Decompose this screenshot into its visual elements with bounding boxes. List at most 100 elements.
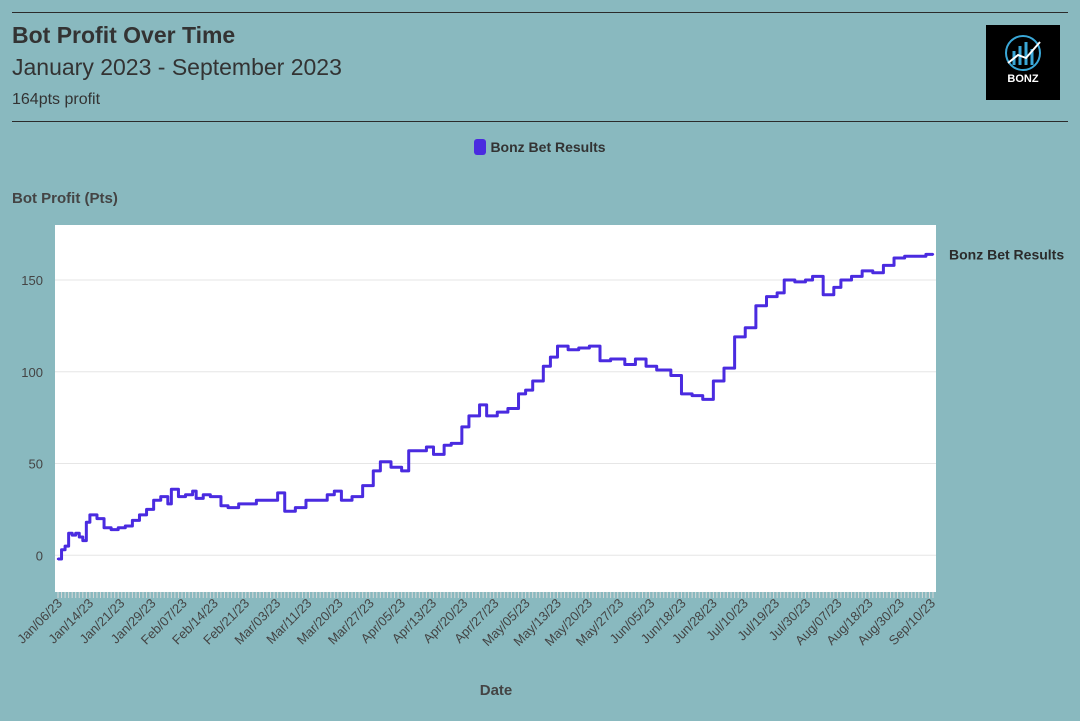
data-point [67, 532, 70, 535]
data-point [109, 528, 113, 531]
data-point [152, 499, 155, 502]
legend-swatch [474, 139, 487, 155]
data-point [733, 335, 736, 339]
data-point [191, 489, 194, 493]
data-point [669, 374, 673, 377]
data-point [209, 495, 212, 498]
data-point [765, 295, 768, 298]
data-point [276, 491, 279, 495]
data-point [95, 517, 99, 520]
data-point [821, 293, 825, 296]
data-point [237, 502, 240, 506]
data-point [634, 357, 637, 361]
data-point [506, 407, 510, 410]
chart-subtitle: January 2023 - September 2023 [12, 54, 342, 80]
data-point [524, 388, 527, 392]
data-point [74, 532, 77, 535]
data-point [442, 444, 446, 447]
data-point [496, 410, 499, 414]
data-point [219, 504, 223, 507]
data-point [860, 269, 864, 273]
bonz-logo-icon: BONZ [1005, 35, 1041, 85]
data-point [690, 394, 694, 397]
data-point [372, 469, 375, 473]
data-point [598, 359, 602, 362]
data-point [361, 484, 364, 487]
data-point [811, 275, 814, 278]
data-point [542, 365, 545, 368]
data-point [871, 271, 874, 274]
data-point [531, 379, 534, 383]
data-point [775, 291, 779, 295]
data-point [294, 506, 297, 509]
data-point [226, 506, 230, 509]
bonz-logo: BONZ [986, 25, 1060, 100]
data-point [117, 526, 120, 529]
data-point [609, 357, 612, 361]
data-point [63, 544, 67, 548]
data-point [556, 344, 559, 348]
data-point [88, 513, 92, 517]
data-point [81, 539, 84, 542]
data-point [744, 326, 747, 329]
data-point [159, 495, 162, 498]
data-point [102, 526, 106, 529]
data-point [655, 368, 658, 372]
data-point [892, 256, 896, 260]
legend: Bonz Bet Results [0, 139, 1080, 155]
series-end-label: Bonz Bet Results [949, 246, 1064, 262]
data-point [450, 442, 453, 445]
header-bottom-rule [12, 121, 1068, 122]
data-point [283, 510, 286, 513]
data-point [460, 425, 464, 429]
x-axis-title: Date [480, 682, 513, 699]
data-point [78, 535, 81, 539]
y-axis-title: Bot Profit (Pts) [12, 190, 118, 207]
data-point [804, 278, 807, 282]
plot-area [55, 225, 936, 592]
data-point [623, 363, 627, 366]
data-point [783, 278, 786, 282]
data-point [425, 445, 428, 449]
data-point [850, 275, 853, 278]
data-point [184, 493, 187, 496]
chart-title: Bot Profit Over Time [12, 22, 236, 48]
data-point [722, 366, 726, 370]
data-point [255, 499, 258, 502]
data-point [304, 499, 308, 502]
data-point [166, 502, 170, 506]
data-point [202, 493, 205, 496]
data-point [315, 499, 318, 502]
data-point [517, 392, 520, 396]
data-point [407, 449, 410, 452]
data-point [170, 488, 173, 491]
data-point [414, 449, 417, 452]
y-tick-label: 150 [21, 273, 43, 288]
data-point [60, 548, 63, 551]
data-point [70, 533, 74, 537]
data-point [379, 460, 382, 463]
data-point [793, 280, 797, 284]
y-tick-label: 100 [21, 365, 43, 380]
legend-label: Bonz Bet Results [490, 139, 606, 155]
data-point [712, 379, 715, 383]
data-point [333, 489, 336, 493]
data-point [432, 453, 435, 456]
data-point [350, 495, 354, 498]
data-point [56, 557, 60, 561]
data-point [145, 508, 148, 511]
logo-text: BONZ [1007, 73, 1038, 85]
y-tick-label: 50 [29, 457, 43, 472]
data-point [478, 403, 481, 407]
data-point [549, 355, 552, 359]
data-point [389, 466, 393, 469]
data-point [138, 513, 141, 517]
data-point [177, 495, 180, 498]
profit-note: 164pts profit [12, 91, 101, 108]
data-point [588, 344, 591, 348]
data-point [340, 499, 343, 502]
data-point [577, 346, 580, 350]
data-point [832, 286, 836, 289]
data-point [485, 414, 488, 418]
